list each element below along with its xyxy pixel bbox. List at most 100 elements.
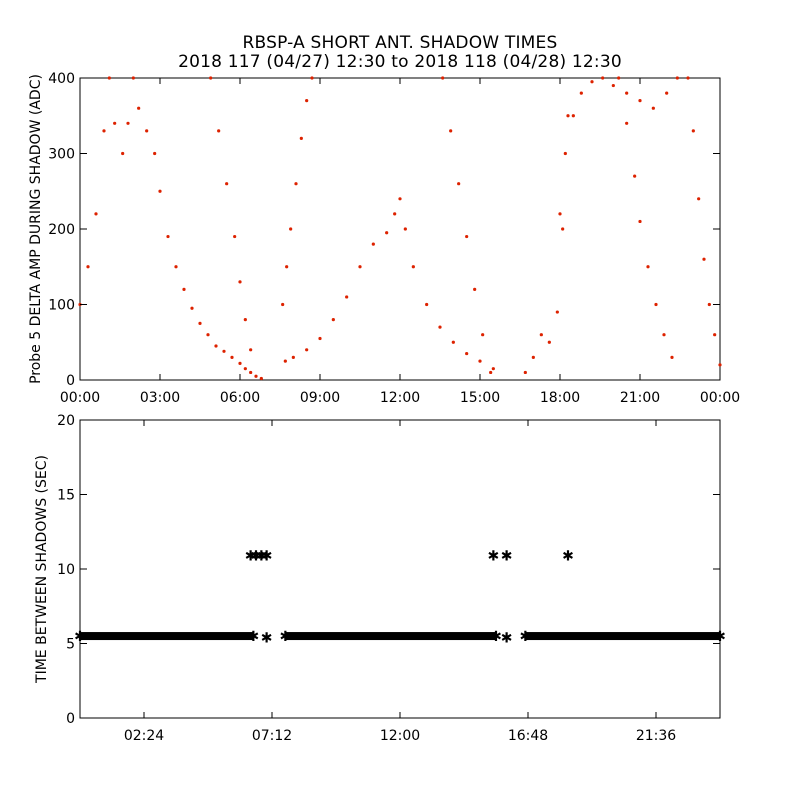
data-point xyxy=(691,129,695,133)
top-x-tick-label: 15:00 xyxy=(460,390,500,406)
data-point xyxy=(294,182,298,186)
bottom-x-tick-label: 07:12 xyxy=(252,728,292,744)
data-point xyxy=(283,359,287,363)
data-point xyxy=(702,257,706,261)
data-point xyxy=(654,302,658,307)
top-x-tick-label: 00:00 xyxy=(60,390,100,406)
data-point xyxy=(611,83,615,88)
data-point: ✱ xyxy=(255,549,267,565)
top-y-tick-label: 300 xyxy=(48,147,75,163)
data-point xyxy=(473,287,477,291)
data-point xyxy=(441,76,445,80)
y-axis-label-bottom: TIME BETWEEN SHADOWS (SEC) xyxy=(34,455,50,684)
data-point xyxy=(214,344,218,348)
data-point: ✱ xyxy=(562,549,574,565)
top-x-tick-label: 09:00 xyxy=(300,390,340,406)
data-point xyxy=(707,302,711,307)
data-point xyxy=(531,355,535,359)
data-point xyxy=(230,355,234,359)
data-point xyxy=(190,306,194,310)
top-y-tick-label: 100 xyxy=(48,298,75,314)
chart-subtitle: 2018 117 (04/27) 12:30 to 2018 118 (04/2… xyxy=(178,52,622,72)
data-point xyxy=(358,265,362,269)
data-point xyxy=(675,76,679,80)
data-point xyxy=(385,231,389,235)
data-point xyxy=(465,234,469,239)
data-point xyxy=(158,189,162,193)
data-point xyxy=(403,227,407,231)
data-point xyxy=(249,348,253,352)
data-point xyxy=(451,340,455,344)
bottom-y-tick-label: 20 xyxy=(57,413,75,429)
panel-bottom: ✱✱✱✱✱✱✱✱✱✱✱✱✱✱✱ 02:2407:1212:0016:4821:3… xyxy=(34,413,726,744)
bottom-y-tick-label: 0 xyxy=(66,711,75,727)
top-marks xyxy=(78,76,722,381)
data-point xyxy=(318,336,322,341)
data-point: ✱ xyxy=(261,549,273,565)
data-point xyxy=(259,376,263,381)
top-x-tick-label: 03:00 xyxy=(140,390,180,406)
bottom-marks: ✱✱✱✱✱✱✱✱✱✱✱✱✱✱✱ xyxy=(74,549,726,647)
top-series-4 xyxy=(441,76,493,375)
y-axis-label-top: Probe 5 DELTA AMP DURING SHADOW (ADC) xyxy=(28,74,44,384)
data-point: ✱ xyxy=(261,631,273,647)
data-point xyxy=(457,182,461,186)
chart-title: RBSP-A SHORT ANT. SHADOW TIMES xyxy=(242,33,558,53)
bottom-x-tick-label: 21:36 xyxy=(636,728,676,744)
data-point xyxy=(198,321,202,325)
data-point xyxy=(425,302,429,307)
top-x-tick-label: 06:00 xyxy=(220,390,260,406)
data-point xyxy=(289,227,293,231)
top-y-tick-label: 200 xyxy=(48,222,75,238)
data-point xyxy=(310,76,314,80)
data-point xyxy=(411,265,415,269)
band-segment xyxy=(80,632,254,641)
data-point xyxy=(94,212,98,216)
data-point xyxy=(665,91,669,95)
data-point xyxy=(131,76,135,80)
bottom-y-tick-label: 10 xyxy=(57,562,75,578)
data-point xyxy=(182,287,186,291)
data-point xyxy=(670,355,674,359)
data-point xyxy=(558,212,562,216)
data-point xyxy=(225,182,229,186)
data-point xyxy=(238,361,242,365)
data-point xyxy=(166,234,170,239)
data-point xyxy=(233,234,237,239)
panel-top: 00:00 03:00 06:00 09:00 12:00 15:00 18:00 21:00… xyxy=(28,71,740,406)
data-point xyxy=(555,310,559,314)
plot-frame-bottom xyxy=(79,419,721,719)
top-series-5 xyxy=(523,114,570,375)
data-point xyxy=(590,80,594,84)
data-point xyxy=(107,76,111,80)
data-point xyxy=(291,355,295,359)
bottom-x-tick-label: 02:24 xyxy=(124,728,164,744)
data-point xyxy=(243,367,247,371)
bottom-x-tick-label: 16:48 xyxy=(508,728,548,744)
data-point xyxy=(121,151,125,156)
data-point: ✱ xyxy=(501,549,513,565)
data-point xyxy=(209,76,213,80)
data-point xyxy=(481,333,485,337)
data-point xyxy=(638,219,642,224)
data-point xyxy=(523,370,527,375)
top-series-0 xyxy=(78,76,263,381)
data-point xyxy=(465,351,469,356)
data-point: ✱ xyxy=(250,549,262,565)
data-point: ✱ xyxy=(247,629,259,645)
top-x-tick-label: 21:00 xyxy=(620,390,660,406)
bottom-y-tick-label: 15 xyxy=(57,488,75,504)
data-point xyxy=(646,265,650,269)
data-point xyxy=(539,333,543,337)
data-point xyxy=(478,359,482,363)
data-point xyxy=(126,121,130,125)
top-series-3 xyxy=(283,197,495,371)
data-point xyxy=(331,318,335,322)
data-point xyxy=(137,106,141,110)
data-point xyxy=(102,129,106,133)
data-point xyxy=(686,76,690,80)
data-point xyxy=(254,374,258,378)
bottom-series-0: ✱✱✱✱ ✱ ✱ ✱✱ ✱ xyxy=(245,549,574,647)
data-point xyxy=(371,242,375,246)
data-point: ✱ xyxy=(487,549,499,565)
